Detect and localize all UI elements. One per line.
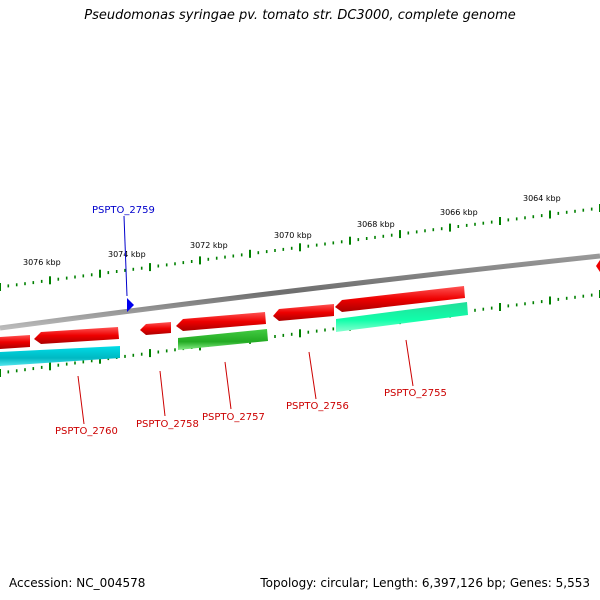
gene-label-2755[interactable]: PSPTO_2755 — [384, 388, 447, 399]
scale-label-3070: 3070 kbp — [274, 231, 312, 240]
gene-label-2757[interactable]: PSPTO_2757 — [202, 412, 265, 423]
gene-arrow[interactable] — [273, 304, 334, 321]
cds-block-teal[interactable] — [336, 302, 468, 332]
upper-tick-ring — [0, 204, 600, 291]
gene-arrow[interactable] — [176, 312, 266, 331]
genome-title: Pseudomonas syringae pv. tomato str. DC3… — [84, 8, 516, 23]
label-leaders — [77, 215, 414, 425]
cds-block-cyan[interactable] — [0, 346, 120, 366]
gene-marker-2759[interactable] — [127, 298, 134, 312]
gene-arrow[interactable] — [335, 286, 465, 312]
scale-label-3064: 3064 kbp — [523, 194, 561, 203]
scale-label-3072: 3072 kbp — [190, 241, 228, 250]
gene-arrow[interactable] — [34, 327, 119, 344]
scale-label-3066: 3066 kbp — [440, 208, 478, 217]
cds-block-green[interactable] — [178, 329, 268, 350]
scale-label-3068: 3068 kbp — [357, 220, 395, 229]
genome-summary-text: Topology: circular; Length: 6,397,126 bp… — [260, 576, 590, 590]
gene-label-2759[interactable]: PSPTO_2759 — [92, 205, 155, 216]
scale-label-3076: 3076 kbp — [23, 258, 61, 267]
gene-track-red — [0, 286, 465, 349]
scale-label-3074: 3074 kbp — [108, 250, 146, 259]
gene-track-cds — [0, 302, 468, 366]
accession-text: Accession: NC_004578 — [9, 576, 146, 590]
gene-label-2758[interactable]: PSPTO_2758 — [136, 419, 199, 430]
gene-arrow-edge — [596, 260, 600, 272]
gene-label-2760[interactable]: PSPTO_2760 — [55, 426, 118, 437]
gene-label-2756[interactable]: PSPTO_2756 — [286, 401, 349, 412]
gene-arrow[interactable] — [0, 335, 30, 349]
genome-backbone — [0, 253, 600, 331]
gene-arrow[interactable] — [140, 322, 171, 335]
